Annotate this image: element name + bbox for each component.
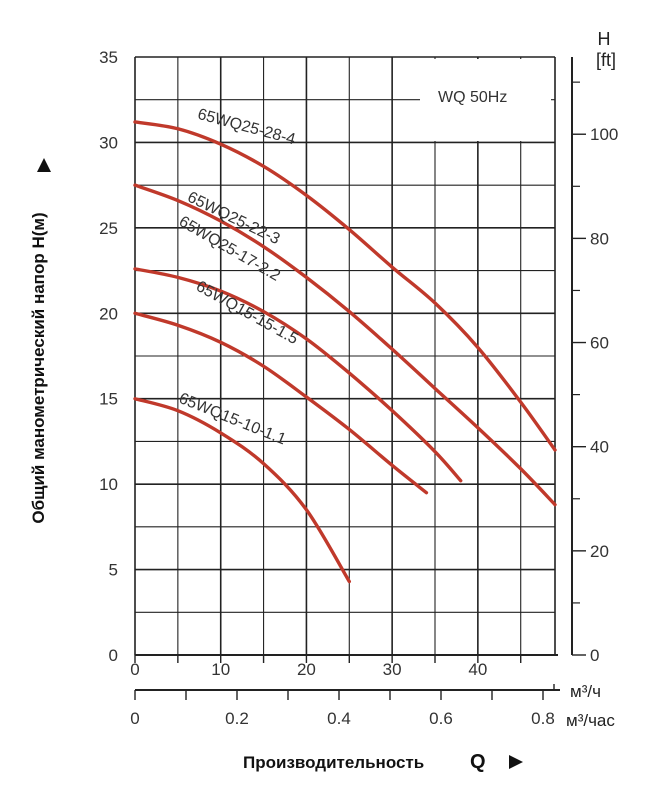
curves (133, 120, 557, 584)
right-axis-title: H (598, 29, 611, 49)
pump-curve (133, 311, 429, 495)
x-tick-label: 0 (130, 660, 139, 679)
y-tick-label: 10 (99, 475, 118, 494)
pump-curve (133, 267, 463, 483)
x-tick-label: 10 (211, 660, 230, 679)
y-tick-label: 35 (99, 48, 118, 67)
curve-labels: 65WQ25-28-465WQ25-22-365WQ25-17-2.265WQ1… (176, 106, 301, 449)
right-tick-label: 80 (590, 229, 609, 248)
y-tick-label: 0 (109, 646, 118, 665)
right-axis-unit: [ft] (596, 50, 616, 70)
x2-tick-label: 0.2 (225, 709, 249, 728)
right-tick-label: 100 (590, 125, 618, 144)
grid (134, 56, 586, 700)
right-tick-label: 60 (590, 334, 609, 353)
tick-labels: 0 5 10 15 20 25 30 35 0 10 20 30 40 0 0.2 0.4 0.6 0.8 0 20 4… (99, 48, 618, 728)
right-tick-label: 20 (590, 542, 609, 561)
pump-curve (133, 183, 557, 507)
y-tick-label: 20 (99, 304, 118, 323)
x-axis-title: Производительность (243, 753, 424, 772)
x-tick-label: 30 (383, 660, 402, 679)
x2-axis-unit: м³/час (566, 711, 615, 730)
y-axis-arrow-icon (37, 158, 51, 172)
x2-tick-label: 0.6 (429, 709, 453, 728)
y-axis-title: Общий манометрический напор H(м) (29, 212, 48, 523)
x-axis-symbol: Q (470, 751, 486, 773)
legend-text: WQ 50Hz (438, 89, 507, 106)
y-tick-label: 15 (99, 390, 118, 409)
y-tick-label: 30 (99, 133, 118, 152)
pump-curve (133, 120, 557, 452)
legend-box (420, 59, 551, 141)
x-tick-label: 20 (297, 660, 316, 679)
y-tick-label: 25 (99, 219, 118, 238)
x-tick-label: 40 (468, 660, 487, 679)
pump-curve (133, 397, 351, 584)
x2-tick-label: 0 (130, 709, 139, 728)
x-axis-unit: м³/ч (570, 682, 601, 701)
x-axis-arrow-icon (509, 755, 523, 769)
x2-tick-label: 0.8 (531, 709, 555, 728)
right-tick-label: 40 (590, 438, 609, 457)
x2-tick-label: 0.4 (327, 709, 351, 728)
y-tick-label: 5 (109, 561, 118, 580)
right-tick-label: 0 (590, 646, 599, 665)
